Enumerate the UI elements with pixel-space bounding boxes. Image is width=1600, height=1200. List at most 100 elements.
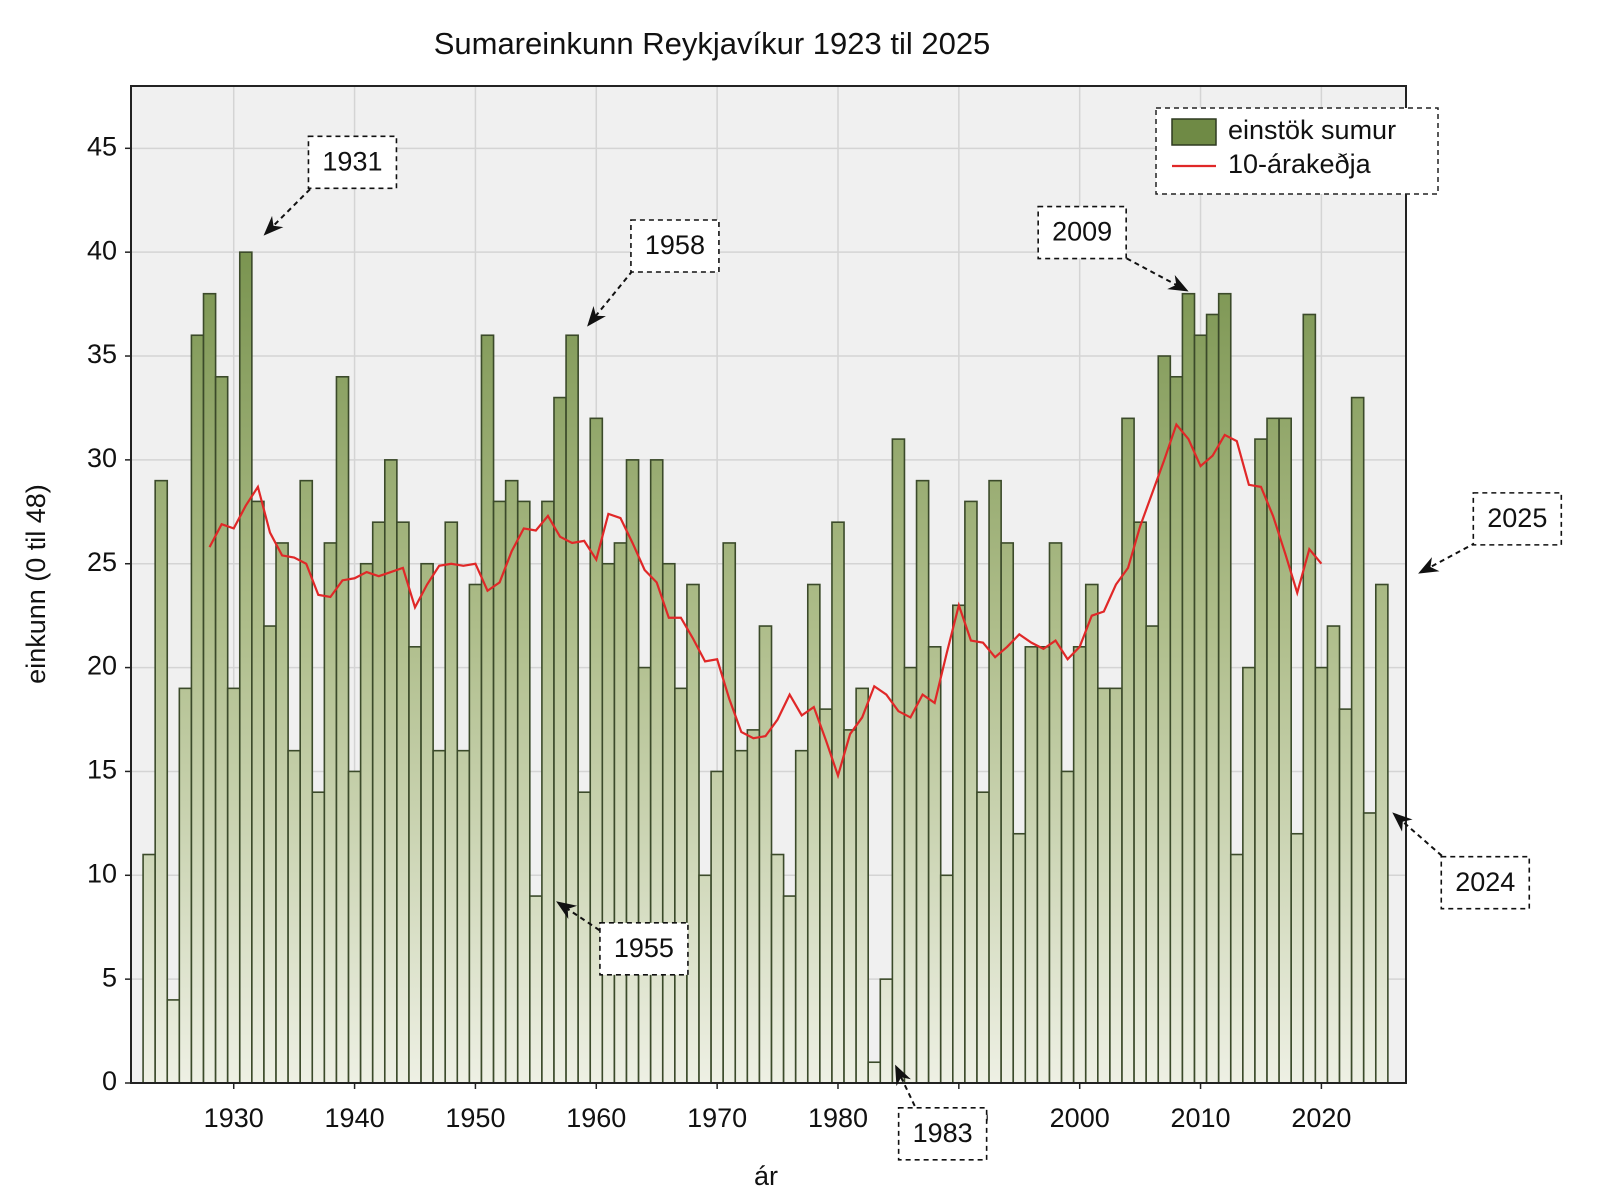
- bar: [190, 334, 205, 1084]
- bar: [698, 874, 712, 1084]
- annotation-arrowhead: [1167, 275, 1189, 292]
- bar: [879, 978, 894, 1084]
- annotation-arrowhead: [1418, 557, 1440, 574]
- bar: [1157, 355, 1172, 1084]
- bar: [1169, 375, 1184, 1084]
- bar: [794, 749, 809, 1084]
- bar: [1109, 687, 1123, 1084]
- bar: [1205, 313, 1220, 1084]
- y-tick-label: 25: [87, 547, 117, 577]
- bar: [1145, 625, 1160, 1084]
- annotation-label: 1931: [322, 146, 382, 176]
- bar: [323, 542, 338, 1084]
- bar: [1362, 812, 1377, 1084]
- bar: [166, 999, 181, 1084]
- bar: [589, 417, 604, 1084]
- annotation-arrow: [268, 188, 311, 231]
- annotation-box: [1440, 855, 1531, 910]
- bar: [939, 874, 954, 1084]
- bar: [577, 791, 592, 1084]
- bar: [311, 791, 326, 1084]
- x-tick-label: 1960: [566, 1103, 626, 1133]
- annotation-arrow: [591, 270, 634, 322]
- bar: [867, 1061, 882, 1084]
- bar: [746, 729, 761, 1084]
- y-tick-label: 10: [87, 858, 117, 888]
- bar: [1048, 542, 1063, 1084]
- legend-swatch: [1171, 118, 1217, 146]
- bar: [202, 292, 217, 1084]
- bar: [371, 521, 386, 1084]
- x-tick-label: 1980: [808, 1103, 868, 1133]
- y-tick-label: 20: [87, 651, 117, 681]
- bar: [1193, 334, 1208, 1084]
- bar: [154, 479, 169, 1084]
- bar: [770, 853, 785, 1084]
- bar: [275, 542, 289, 1084]
- bar: [1350, 396, 1365, 1084]
- bar: [1060, 770, 1075, 1084]
- bar: [1097, 687, 1111, 1084]
- bar: [408, 646, 422, 1084]
- bar: [335, 375, 350, 1084]
- y-tick-label: 35: [87, 339, 117, 369]
- y-tick-label: 30: [87, 443, 117, 473]
- annotation-label: 1983: [913, 1118, 973, 1148]
- bar: [214, 375, 229, 1084]
- bar: [1326, 625, 1341, 1084]
- x-tick-label: 1930: [204, 1103, 264, 1133]
- bar: [843, 729, 857, 1084]
- bar: [347, 770, 362, 1084]
- annotation-label: 2024: [1455, 867, 1515, 897]
- annotation-arrow: [1424, 541, 1477, 571]
- plot-frame: [130, 85, 1407, 1084]
- bar: [601, 562, 616, 1084]
- annotation-arrow: [1397, 816, 1443, 857]
- bar: [855, 687, 870, 1084]
- bar: [964, 500, 978, 1084]
- bar: [613, 542, 628, 1084]
- annotation-box: [897, 1107, 988, 1161]
- bar: [1133, 521, 1147, 1084]
- bar: [1121, 417, 1135, 1084]
- bar: [1229, 853, 1244, 1084]
- bar: [831, 521, 845, 1084]
- bar: [553, 396, 567, 1084]
- bar: [504, 479, 519, 1084]
- bar: [782, 895, 797, 1084]
- legend-label: einstök sumur: [1228, 115, 1396, 145]
- bar: [686, 583, 700, 1084]
- bar: [1072, 646, 1087, 1084]
- x-tick-label: 2000: [1050, 1103, 1110, 1133]
- bar: [988, 479, 1002, 1084]
- bar: [299, 479, 314, 1084]
- y-tick-label: 15: [87, 755, 117, 785]
- bar: [178, 687, 193, 1084]
- bar: [238, 251, 253, 1084]
- annotation-arrow: [897, 1071, 916, 1107]
- annotation-box: [599, 922, 689, 976]
- bar: [541, 500, 555, 1084]
- annotation-box: [1037, 205, 1127, 260]
- bar: [722, 542, 737, 1084]
- bar: [1242, 666, 1256, 1084]
- annotation-arrowhead: [587, 306, 606, 327]
- y-tick-label: 40: [87, 235, 117, 265]
- annotation-box: [630, 219, 720, 273]
- annotation-label: 1958: [645, 230, 705, 260]
- bar: [1000, 542, 1015, 1084]
- bar: [226, 687, 241, 1084]
- bar: [1217, 292, 1232, 1084]
- bar: [529, 895, 543, 1084]
- annotation-box: [307, 135, 398, 190]
- bar: [903, 666, 918, 1084]
- bar: [1036, 646, 1051, 1084]
- chart-title: Sumareinkunn Reykjavíkur 1923 til 2025: [434, 26, 991, 61]
- bar: [480, 334, 495, 1084]
- bar: [915, 479, 930, 1084]
- bar: [263, 625, 277, 1084]
- bar: [806, 583, 821, 1084]
- bar: [976, 791, 990, 1084]
- x-axis-label: ár: [754, 1161, 778, 1191]
